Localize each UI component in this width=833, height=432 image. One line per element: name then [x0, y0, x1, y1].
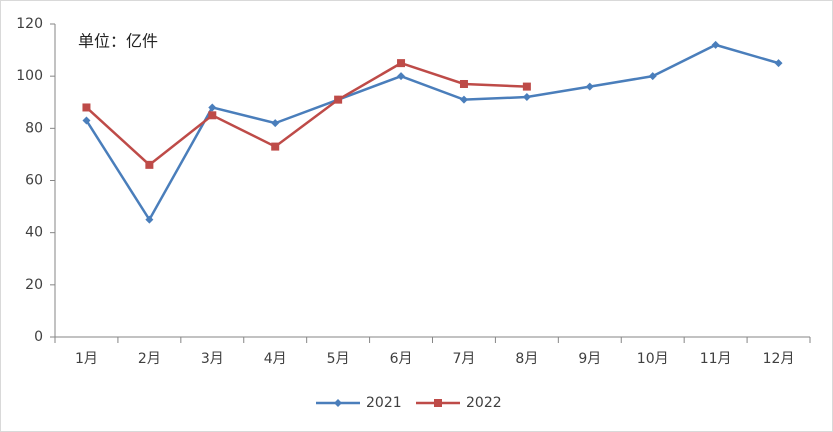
data-point	[271, 142, 280, 151]
data-point	[334, 95, 343, 104]
data-point	[522, 82, 531, 91]
y-tick-label: 100	[16, 68, 43, 84]
data-point	[271, 119, 280, 128]
data-point	[648, 72, 657, 81]
x-tick-label: 2月	[138, 351, 161, 367]
data-point	[208, 103, 217, 112]
data-point	[522, 93, 531, 102]
legend-marker	[434, 399, 442, 407]
data-point	[82, 103, 91, 112]
x-tick-label: 11月	[700, 351, 732, 367]
y-tick-label: 0	[34, 329, 43, 345]
y-tick-label: 60	[25, 173, 43, 189]
data-point	[397, 59, 406, 68]
x-tick-label: 10月	[637, 351, 669, 367]
y-tick-label: 20	[25, 277, 43, 293]
data-point	[459, 79, 468, 88]
unit-annotation: 单位：亿件	[78, 32, 158, 51]
y-tick-label: 120	[16, 16, 43, 32]
data-point	[145, 215, 154, 224]
data-point	[774, 59, 783, 68]
x-tick-label: 3月	[201, 351, 224, 367]
y-tick-label: 40	[25, 225, 43, 241]
x-tick-label: 6月	[390, 351, 413, 367]
x-tick-label: 1月	[75, 351, 98, 367]
legend-label: 2022	[466, 395, 502, 411]
data-point	[585, 82, 594, 91]
x-tick-label: 5月	[327, 351, 350, 367]
data-point	[145, 160, 154, 169]
x-tick-label: 4月	[264, 351, 287, 367]
x-tick-label: 8月	[515, 351, 538, 367]
data-point	[711, 40, 720, 49]
x-tick-label: 12月	[763, 351, 795, 367]
data-point	[82, 116, 91, 125]
y-tick-label: 80	[25, 120, 43, 136]
x-tick-label: 9月	[578, 351, 601, 367]
series-line	[85, 43, 779, 223]
data-point	[208, 111, 217, 120]
series-line	[85, 61, 527, 167]
data-point	[397, 72, 406, 81]
legend-label: 2021	[366, 395, 402, 411]
legend-marker	[334, 399, 342, 407]
x-tick-label: 7月	[452, 351, 475, 367]
data-point	[459, 95, 468, 104]
